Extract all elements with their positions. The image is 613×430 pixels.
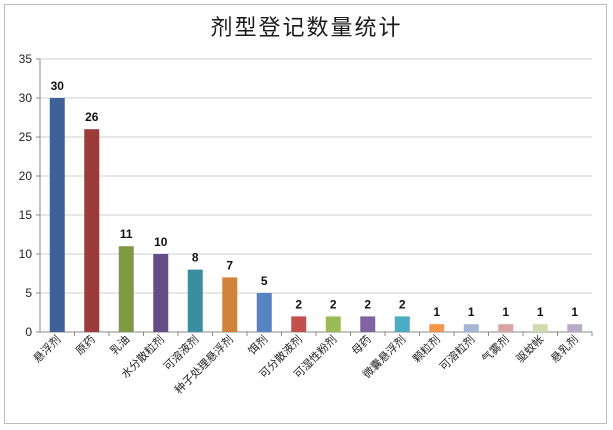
y-tick-label: 30: [19, 91, 33, 105]
data-label: 5: [261, 274, 268, 288]
y-tick-label: 5: [25, 286, 32, 300]
y-tick-label: 0: [25, 325, 32, 339]
data-label: 8: [192, 251, 199, 265]
data-label: 1: [571, 305, 578, 319]
bar: [49, 98, 65, 332]
chart-frame: [4, 4, 607, 424]
y-tick-label: 10: [19, 247, 33, 261]
bar: [187, 269, 203, 332]
y-tick-label: 25: [19, 130, 33, 144]
bar: [463, 324, 479, 332]
data-label: 2: [399, 297, 406, 311]
category-label: 原药: [73, 333, 98, 358]
data-label: 30: [51, 79, 65, 93]
data-label: 2: [364, 297, 371, 311]
y-tick-label: 15: [19, 208, 33, 222]
bars: [49, 98, 583, 332]
data-label: 7: [226, 258, 233, 272]
category-label: 驱蚊帐: [513, 332, 546, 365]
bar: [394, 316, 410, 332]
category-label: 可溶粒剂: [436, 332, 477, 373]
category-label: 气雾剂: [479, 332, 512, 365]
category-label: 颗粒剂: [410, 332, 443, 365]
data-label: 1: [433, 305, 440, 319]
data-label: 2: [330, 297, 337, 311]
y-tick-label: 35: [19, 52, 33, 66]
bar: [567, 324, 583, 332]
data-label: 10: [154, 235, 168, 249]
bar: [291, 316, 307, 332]
bar: [256, 293, 272, 332]
category-label: 悬浮剂: [30, 332, 63, 365]
bar: [118, 246, 134, 332]
data-label: 2: [295, 297, 302, 311]
bar: [498, 324, 514, 332]
bar: [360, 316, 376, 332]
category-label: 饵剂: [245, 332, 270, 357]
bar: [429, 324, 445, 332]
category-label: 乳油: [107, 332, 132, 357]
data-label: 11: [120, 227, 133, 241]
bar: [153, 254, 169, 332]
data-label: 26: [85, 110, 99, 124]
data-label: 1: [502, 305, 509, 319]
category-label: 母药: [349, 333, 374, 358]
category-label: 种子处理悬浮剂: [172, 332, 236, 396]
bar: [84, 129, 100, 332]
y-tick-label: 20: [19, 169, 33, 183]
data-label: 1: [468, 305, 475, 319]
data-label: 1: [537, 305, 544, 319]
chart-title: 剂型登记数量统计: [210, 16, 403, 41]
category-label: 悬乳剂: [548, 332, 581, 365]
bar: [532, 324, 548, 332]
labels: 0510152025303530悬浮剂26原药11乳油10水分散粒剂8可溶液剂7…: [19, 52, 581, 397]
bar: [325, 316, 341, 332]
bar: [222, 277, 238, 332]
